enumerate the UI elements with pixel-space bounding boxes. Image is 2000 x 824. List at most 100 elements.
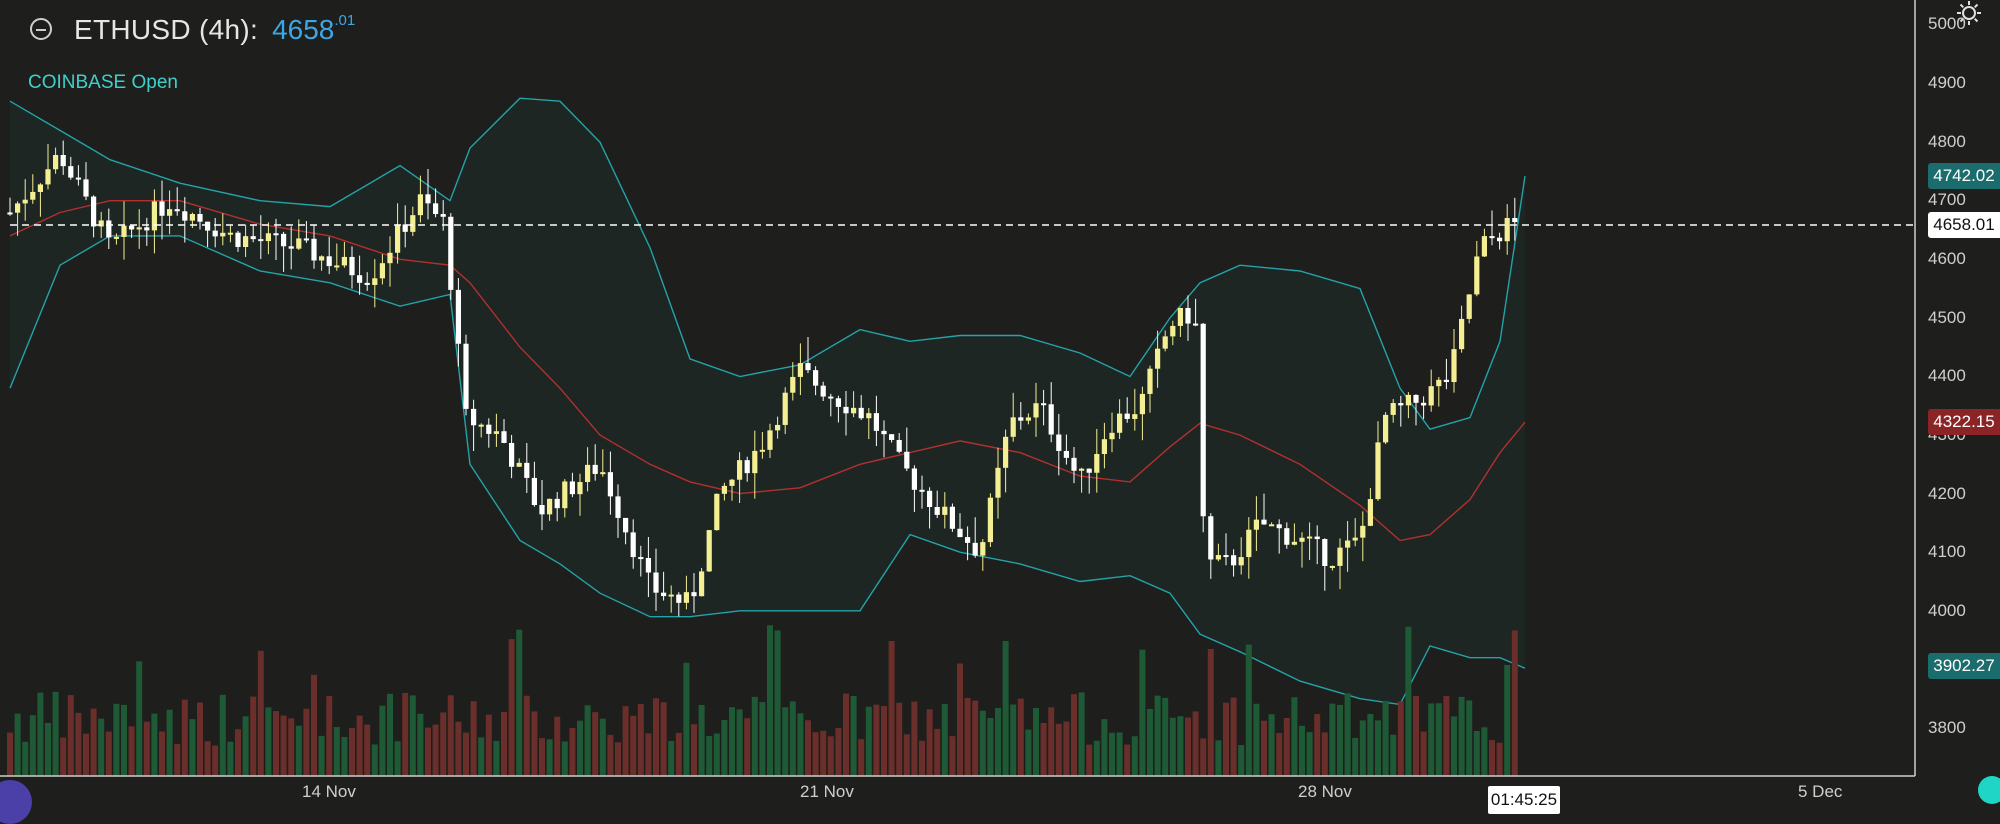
candle-body [265, 233, 271, 242]
candle-body [1010, 417, 1016, 437]
candle-body [934, 506, 940, 515]
volume-bar [1063, 721, 1070, 776]
candle-body [699, 571, 705, 597]
candle-body [326, 256, 332, 267]
candle-body [1497, 237, 1503, 242]
volume-bar [713, 733, 720, 776]
candle-body [1291, 541, 1297, 545]
candle-body [744, 460, 750, 474]
candle-body [144, 227, 150, 231]
volume-bar [964, 697, 971, 776]
volume-bar [1139, 649, 1146, 776]
candle-body [303, 238, 309, 241]
volume-bar [774, 630, 781, 776]
volume-bar [250, 696, 257, 776]
price-tick: 3800 [1928, 718, 1966, 737]
candle-body [1504, 218, 1510, 242]
volume-bar [1435, 703, 1442, 776]
volume-bar [128, 726, 135, 776]
price-tick: 4600 [1928, 249, 1966, 268]
candle-body [425, 194, 431, 204]
volume-bar [1367, 713, 1374, 776]
volume-bar [1321, 732, 1328, 776]
volume-bar [470, 701, 477, 776]
fab-icon[interactable] [1978, 776, 2000, 804]
candle-body [873, 413, 879, 431]
candle-body [531, 477, 537, 506]
volume-bar [1261, 720, 1267, 776]
volume-bar [75, 712, 82, 776]
volume-bar [151, 713, 158, 776]
volume-bar [197, 702, 203, 776]
volume-bar [1124, 744, 1131, 776]
volume-bar [523, 695, 530, 776]
candle-body [121, 225, 127, 237]
volume-bar [432, 724, 439, 776]
candle-body [729, 479, 735, 486]
candle-body [311, 238, 317, 261]
volume-bar [1078, 692, 1085, 776]
volume-bar [204, 741, 211, 776]
candle-body [37, 184, 43, 192]
candle-body [129, 225, 135, 230]
candle-body [486, 424, 492, 434]
candle-body [357, 275, 363, 283]
candle-body [653, 572, 659, 593]
candle-countdown: 01:45:25 [1488, 786, 1560, 814]
volume-bar [83, 733, 89, 776]
volume-bar [136, 661, 143, 776]
candle-body [995, 467, 1001, 498]
candle-body [524, 462, 530, 478]
candle-body [15, 203, 21, 213]
candle-body [501, 431, 507, 443]
candle-body [220, 232, 226, 237]
volume-bar [166, 709, 173, 776]
volume-bar [1397, 701, 1404, 776]
volume-bar [1428, 703, 1435, 776]
lower-band-tag: 3902.27 [1928, 653, 2000, 679]
candle-body [1261, 519, 1267, 525]
volume-bar [1192, 711, 1199, 776]
volume-bar [888, 640, 895, 776]
volume-bar [675, 732, 682, 776]
volume-bar [303, 708, 310, 776]
volume-bar [67, 695, 74, 776]
volume-bar [29, 715, 36, 776]
candle-body [433, 203, 439, 215]
price-tick: 4400 [1928, 366, 1966, 385]
candle-body [1018, 417, 1024, 421]
candle-body [395, 224, 401, 253]
candle-body [661, 592, 667, 597]
search-icon[interactable] [28, 16, 56, 44]
volume-bar [751, 696, 758, 776]
candle-body [1079, 468, 1085, 471]
candle-body [1056, 434, 1062, 451]
volume-bar [1504, 664, 1511, 776]
volume-bar [1329, 703, 1336, 776]
candle-body [1193, 323, 1199, 326]
candle-body [721, 485, 727, 494]
volume-bar [979, 710, 986, 776]
volume-bar [1306, 732, 1313, 776]
candle-body [965, 537, 971, 543]
volume-bar [288, 718, 295, 776]
price-tick: 4000 [1928, 601, 1966, 620]
candle-body [911, 468, 917, 490]
bollinger-band-layer [9, 97, 1526, 706]
candle-body [30, 191, 36, 200]
volume-bar [1109, 732, 1115, 776]
candle-body [1101, 439, 1107, 454]
volume-bar [143, 721, 150, 776]
volume-bar [1405, 626, 1412, 776]
volume-bar [630, 715, 637, 776]
volume-bar [835, 727, 842, 776]
volume-bar [1481, 727, 1488, 776]
candle-body [782, 392, 788, 425]
candle-body [1094, 453, 1100, 473]
volume-bar [759, 702, 766, 776]
candle-body [1048, 404, 1054, 435]
volume-bar [850, 695, 857, 776]
gear-icon[interactable] [1956, 0, 1982, 26]
volume-bar [1071, 694, 1077, 776]
